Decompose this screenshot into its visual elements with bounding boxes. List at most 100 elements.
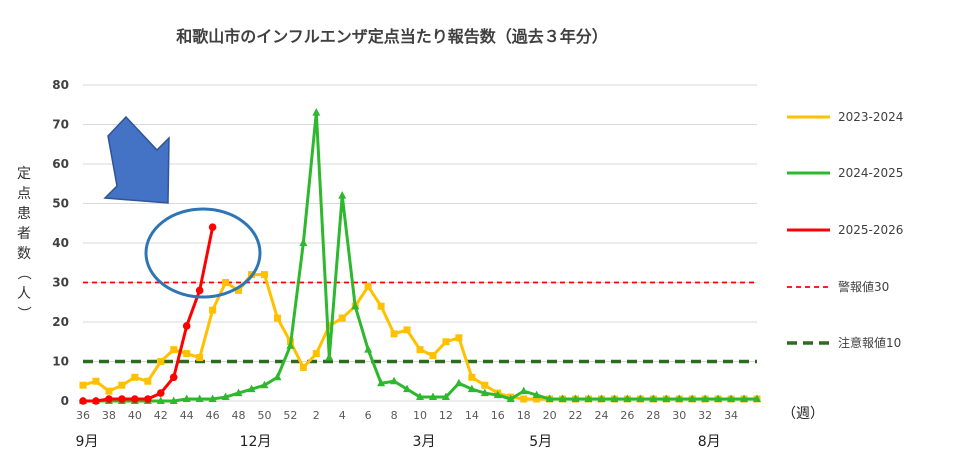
data-point [182, 394, 191, 403]
data-point [273, 372, 282, 381]
y-tick-label: 80 [52, 78, 69, 92]
data-point [208, 223, 217, 231]
y-axis-label-char: 者 [17, 226, 31, 242]
data-point [442, 338, 450, 346]
data-point [235, 286, 243, 294]
data-point [416, 392, 424, 401]
x-tick-label: 40 [128, 409, 142, 422]
data-point [390, 376, 399, 385]
y-tick-label: 10 [52, 355, 69, 369]
reference-lines [83, 281, 757, 364]
x-tick-label: 18 [517, 409, 531, 422]
legend-label: 2023-2024 [838, 110, 903, 124]
data-point [299, 363, 307, 371]
month-label: 3月 [413, 434, 436, 450]
data-point [79, 381, 87, 389]
data-point [390, 330, 398, 338]
data-point [571, 394, 580, 403]
x-tick-label: 34 [724, 409, 738, 422]
data-point [506, 394, 515, 403]
x-tick-label: 28 [646, 409, 660, 422]
x-tick-label: 42 [154, 409, 168, 422]
data-point [429, 352, 437, 360]
y-axis-ticks: 0 10 20 30 40 50 60 70 80 [52, 78, 69, 408]
data-point [286, 341, 295, 349]
data-point [377, 378, 386, 387]
x-tick-label: 8 [391, 409, 398, 422]
x-tick-label: 6 [365, 409, 372, 422]
data-point [610, 394, 619, 403]
data-point [195, 286, 204, 295]
data-point [105, 387, 113, 395]
x-tick-label: 52 [283, 409, 297, 422]
y-tick-label: 40 [52, 236, 69, 250]
series-line-2024-2025 [83, 111, 757, 403]
data-point [196, 354, 204, 362]
data-point [584, 394, 593, 403]
data-point [441, 392, 450, 401]
data-series [79, 108, 761, 405]
y-axis-label-char: 定 [17, 166, 31, 182]
data-point [377, 302, 385, 310]
x-tick-label: 44 [180, 409, 194, 422]
data-point [701, 394, 710, 403]
y-tick-label: 20 [52, 315, 69, 329]
data-point [467, 384, 476, 393]
data-point [208, 394, 217, 403]
data-point [299, 238, 308, 246]
data-point [364, 345, 373, 353]
annotations [103, 115, 262, 299]
data-point [260, 380, 269, 389]
x-tick-label: 38 [102, 409, 116, 422]
data-point [105, 395, 113, 403]
y-tick-label: 50 [52, 197, 69, 211]
data-point [338, 314, 346, 322]
month-label: 5月 [529, 434, 552, 450]
x-tick-label: 14 [465, 409, 479, 422]
data-point [416, 346, 424, 354]
legend-label: 2025-2026 [838, 223, 903, 237]
data-point [131, 395, 139, 403]
legend-label: 注意報値10 [838, 335, 901, 350]
data-point [454, 378, 463, 387]
highlight-circle [144, 207, 262, 299]
data-point [727, 394, 736, 403]
x-tick-label: 24 [594, 409, 608, 422]
y-axis-label-char: 人 [17, 286, 31, 302]
x-tick-label: 50 [257, 409, 271, 422]
data-point [221, 392, 230, 401]
data-point [493, 390, 502, 399]
data-point [468, 373, 476, 381]
data-point [118, 381, 126, 389]
data-point [195, 394, 204, 403]
x-tick-label: 20 [543, 409, 557, 422]
data-point [273, 314, 281, 322]
data-point [597, 394, 606, 403]
data-point [79, 397, 87, 405]
data-point [92, 397, 100, 405]
data-point [144, 377, 152, 385]
data-point [156, 396, 165, 404]
data-point [260, 271, 268, 279]
y-tick-label: 30 [52, 276, 69, 290]
y-axis-label-char: 患 [17, 206, 31, 222]
data-point [144, 395, 152, 403]
data-point [170, 346, 178, 354]
x-axis-unit-label: （週） [782, 406, 824, 422]
data-point [532, 390, 541, 399]
data-point [545, 394, 554, 403]
legend: 2023-2024 2024-2025 2025-2026 警報値30 注意報値10 [787, 110, 903, 350]
data-point [455, 334, 463, 342]
month-label: 8月 [698, 434, 721, 450]
x-tick-label: 30 [672, 409, 686, 422]
data-point [558, 394, 567, 403]
data-point [351, 301, 360, 310]
data-point [234, 388, 243, 397]
arrow-icon [103, 115, 170, 204]
x-tick-label: 48 [232, 409, 246, 422]
data-point [753, 394, 761, 403]
data-point [131, 373, 139, 381]
data-point [481, 381, 489, 389]
